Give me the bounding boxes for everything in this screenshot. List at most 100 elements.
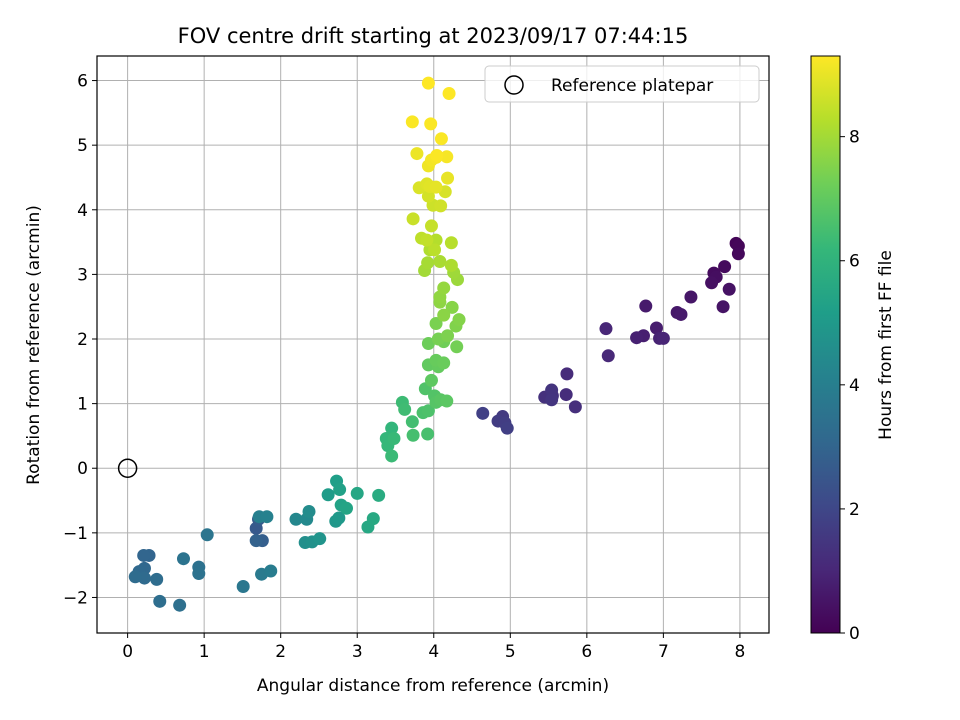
data-point — [429, 180, 443, 194]
x-axis-label: Angular distance from reference (arcmin) — [257, 676, 609, 696]
data-point — [437, 308, 451, 322]
y-tick-label: 2 — [77, 330, 88, 350]
data-point — [264, 564, 278, 578]
y-tick-label: 1 — [77, 395, 88, 415]
data-point — [430, 149, 444, 163]
legend-box — [484, 65, 760, 103]
data-point — [433, 254, 447, 268]
y-tick-label: 4 — [77, 201, 88, 221]
data-point — [437, 281, 451, 295]
data-point — [656, 331, 670, 345]
data-point — [649, 321, 663, 335]
data-point — [500, 421, 514, 435]
data-point — [440, 150, 454, 164]
data-point — [340, 501, 354, 515]
data-point — [385, 449, 399, 463]
plot-frame — [96, 55, 770, 634]
data-point — [421, 189, 435, 203]
x-tick-label: 5 — [505, 642, 516, 662]
data-point — [137, 548, 151, 562]
data-point — [476, 406, 490, 420]
y-tick-label: 0 — [77, 459, 88, 479]
data-point — [421, 76, 435, 90]
data-point — [289, 512, 303, 526]
y-tick-label: 5 — [77, 136, 88, 156]
data-point — [434, 199, 448, 213]
x-tick-label: 8 — [735, 642, 746, 662]
x-axis-ticks: 0 1 2 3 4 5 6 7 8 — [122, 633, 745, 662]
data-point — [405, 115, 419, 129]
data-point — [128, 570, 142, 584]
data-point — [429, 317, 443, 331]
x-tick-label: 6 — [581, 642, 592, 662]
colorbar-ticks: 0 2 4 6 8 — [840, 128, 860, 644]
x-tick-label: 1 — [199, 642, 210, 662]
data-point — [333, 483, 347, 497]
data-point — [444, 236, 458, 250]
data-point — [441, 329, 455, 343]
data-point — [599, 322, 613, 336]
data-point — [421, 337, 435, 351]
data-point — [421, 404, 435, 418]
x-tick-label: 2 — [275, 642, 286, 662]
colorbar: 0 2 4 6 8 Hours from first FF file — [810, 55, 896, 644]
x-tick-label: 0 — [122, 642, 133, 662]
data-point — [428, 243, 442, 257]
y-axis-label: Rotation from reference (arcmin) — [24, 205, 44, 485]
data-point — [406, 212, 420, 226]
data-point — [176, 552, 190, 566]
data-point — [372, 488, 386, 502]
data-point — [440, 394, 454, 408]
data-point — [429, 233, 443, 247]
y-tick-label: −1 — [63, 524, 88, 544]
data-point — [442, 86, 456, 100]
data-point — [398, 402, 412, 416]
data-point — [424, 373, 438, 387]
data-point — [150, 572, 164, 586]
x-tick-label: 3 — [352, 642, 363, 662]
data-point — [731, 247, 745, 261]
colorbar-gradient — [810, 55, 841, 634]
data-point — [420, 233, 434, 247]
data-point — [410, 147, 424, 161]
legend: Reference platepar — [484, 65, 760, 103]
data-point — [639, 299, 653, 313]
data-point — [601, 349, 615, 363]
data-point — [387, 432, 401, 446]
data-point — [684, 290, 698, 304]
y-axis-ticks: −2 −1 0 1 2 3 4 5 6 — [63, 72, 97, 608]
data-point — [385, 421, 399, 435]
legend-label: Reference platepar — [551, 76, 713, 96]
colorbar-tick-label: 2 — [849, 500, 860, 520]
data-point — [630, 331, 644, 345]
data-point — [441, 171, 455, 185]
y-tick-label: 3 — [77, 265, 88, 285]
data-point — [153, 594, 167, 608]
data-point — [545, 393, 559, 407]
data-point — [173, 598, 187, 612]
data-point — [452, 313, 466, 327]
data-point — [444, 258, 458, 272]
y-tick-label: 6 — [77, 72, 88, 92]
data-point — [424, 219, 438, 233]
data-point — [313, 532, 327, 546]
scatter-points — [128, 76, 745, 612]
colorbar-label: Hours from first FF file — [876, 250, 896, 440]
data-point — [424, 117, 438, 131]
data-point — [321, 488, 335, 502]
data-point — [559, 388, 573, 402]
data-point — [705, 276, 719, 290]
data-point — [434, 132, 448, 146]
data-point — [236, 579, 250, 593]
data-point — [674, 307, 688, 321]
data-point — [421, 427, 435, 441]
data-point — [332, 511, 346, 525]
data-point — [445, 300, 459, 314]
data-point — [437, 356, 451, 370]
data-point — [366, 512, 380, 526]
data-point — [722, 282, 736, 296]
y-tick-label: −2 — [63, 588, 88, 608]
data-point — [406, 428, 420, 442]
x-tick-label: 4 — [428, 642, 439, 662]
